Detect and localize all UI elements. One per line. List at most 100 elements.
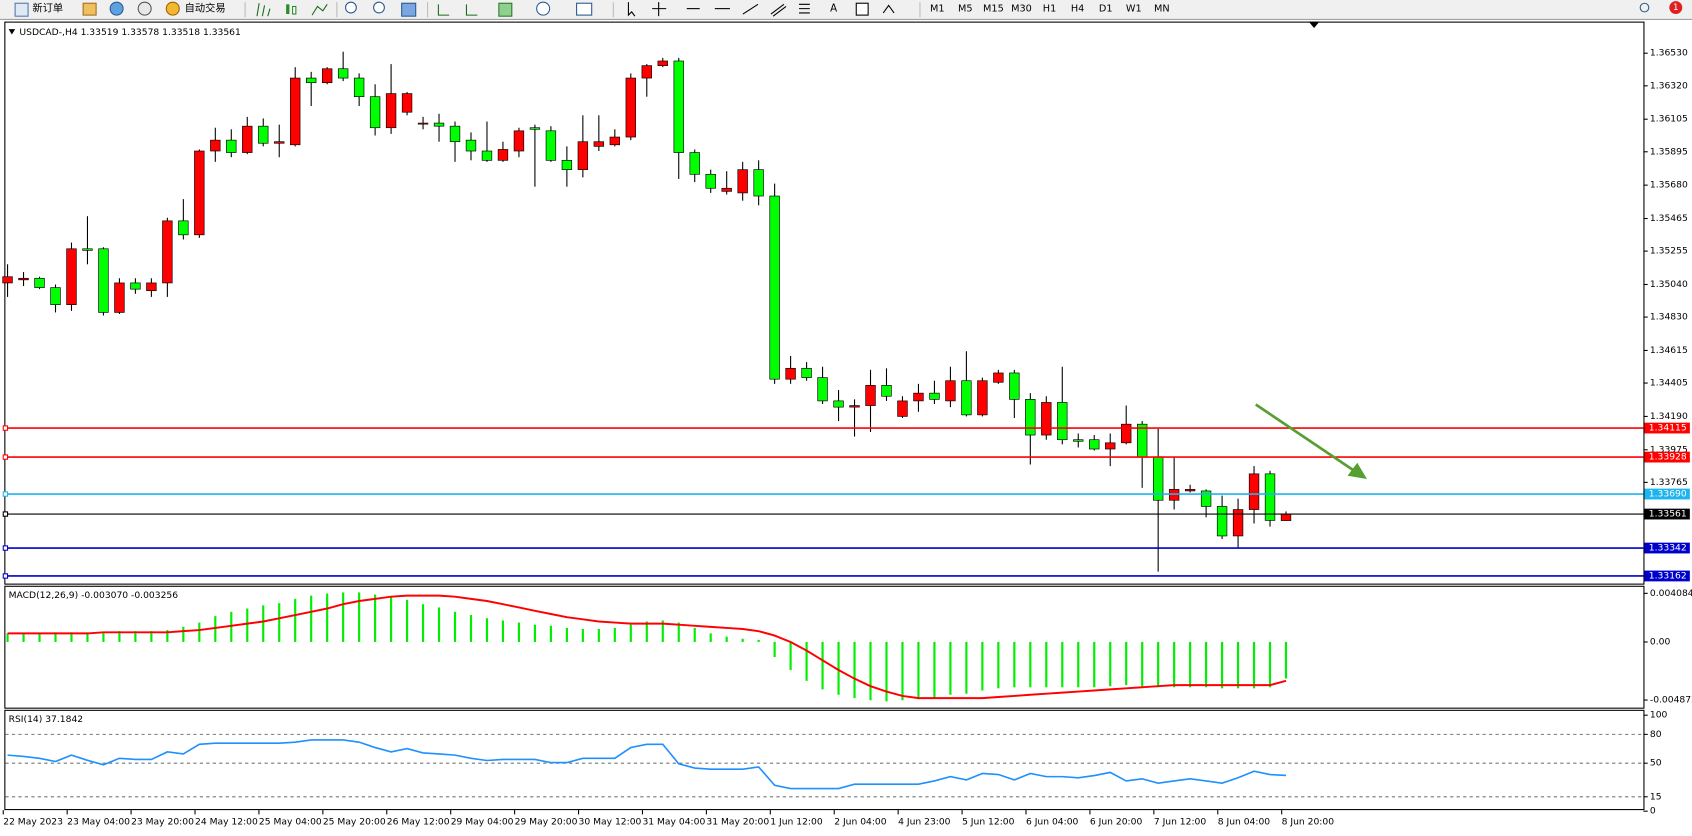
trendline-button[interactable] [742,3,759,15]
fibonacci-button[interactable] [799,3,810,14]
y-tick-label: 1.35040 [1650,279,1688,290]
timeframe-button[interactable]: M15 [983,4,1004,15]
candle-body [1264,473,1276,521]
candle-body [114,282,125,313]
histogram-bar [469,615,473,642]
timeframe-button[interactable]: H4 [1071,4,1084,15]
y-tick-label: -0.004872 [1650,695,1692,706]
histogram-bar [1013,641,1016,688]
x-tick-label: 29 May 20:00 [515,816,578,827]
new-order-button[interactable]: 新订单 [32,2,63,15]
zoom-out-button[interactable] [373,1,385,14]
candle-body [321,68,333,84]
label-button[interactable] [855,2,869,16]
candle-body [993,372,1004,383]
toolbar-icon[interactable] [82,2,97,16]
price-label-box [1644,542,1690,554]
toolbar-icon[interactable] [109,1,124,16]
y-tick-label: 80 [1650,729,1662,740]
timeframe-button[interactable]: M1 [930,4,945,15]
timeframe-button[interactable]: D1 [1099,4,1113,15]
histogram-bar [741,638,744,642]
candle-body [865,385,876,406]
y-tick-label: 1.34190 [1650,411,1688,422]
histogram-bar [885,641,888,702]
line-handle [2,454,9,460]
histogram-bar [533,624,536,642]
auto-trading-icon[interactable] [165,1,180,16]
new-order-icon[interactable] [14,2,29,17]
crosshair-button[interactable] [652,2,667,17]
tile-button[interactable] [401,2,417,17]
symbol-marker [8,29,16,35]
line-handle [2,491,9,497]
scroll-button[interactable] [437,4,450,16]
candle-body [657,60,668,66]
bar-chart-button[interactable] [256,3,271,17]
candle-body [66,248,77,305]
histogram-bar [677,622,680,642]
histogram-bar [6,633,9,642]
toolbar-icon[interactable] [137,1,152,16]
templates-button[interactable] [576,2,593,16]
y-tick-label: 1.33765 [1650,477,1688,488]
timeframe-button[interactable]: H1 [1043,4,1056,15]
histogram-bar [821,641,824,690]
notification-badge[interactable] [1669,1,1683,15]
candle-body [417,122,429,125]
histogram-bar [1029,641,1032,688]
histogram-bar [773,641,776,658]
candle-body [625,77,636,138]
auto-trading-button[interactable]: 自动交易 [185,2,226,15]
indicators-button[interactable] [498,2,513,17]
price-label: 1.33342 [1649,543,1687,554]
periods-button[interactable] [536,1,551,16]
candle-button[interactable] [292,5,297,15]
y-tick-label: 1.36320 [1650,80,1688,91]
arrows-button[interactable] [882,4,895,14]
timeframe-button[interactable]: W1 [1126,4,1142,15]
zoom-in-button[interactable] [344,1,357,14]
candle-body [1057,402,1068,441]
histogram-bar [485,618,489,642]
pane-title: RSI(14) 37.1842 [9,714,83,725]
candle-body [561,159,573,170]
histogram-bar [949,641,952,695]
candle-body [769,195,780,380]
cursor-button[interactable] [627,2,636,17]
timeframe-button[interactable]: M30 [1011,4,1032,15]
candle-body [1009,372,1020,400]
x-tick-label: 5 Jun 12:00 [962,816,1015,827]
search-button[interactable] [1639,2,1650,13]
histogram-bar [1109,641,1112,687]
histogram-bar [981,641,984,691]
channel-button[interactable] [770,3,787,17]
candle-body [130,282,141,290]
y-tick-label: 1.33975 [1650,444,1688,455]
x-tick-label: 8 Jun 04:00 [1218,816,1271,827]
histogram-bar [310,595,313,642]
candle-body [178,220,189,236]
candle-body [737,169,748,194]
histogram-bar [1189,641,1192,688]
timeframe-button[interactable]: M5 [958,4,973,15]
candle-body [306,77,317,84]
candle-body [913,392,924,402]
candle-body [609,136,621,146]
x-tick-label: 29 May 04:00 [451,816,514,827]
price-label: 1.33561 [1649,509,1687,520]
histogram-bar [294,598,297,642]
candle-button[interactable] [286,4,290,15]
x-tick-label: 22 May 2023 [3,816,63,827]
text-tool-button[interactable]: A [830,3,837,15]
line-chart-button[interactable] [311,4,328,16]
candle-body [929,392,940,400]
x-tick-label: 2 Jun 04:00 [834,816,887,827]
price-label-box [1644,488,1690,500]
histogram-bar [453,611,457,642]
candle-body [481,150,493,161]
shift-button[interactable] [465,4,478,16]
trend-arrow [1255,403,1356,473]
timeframe-button[interactable]: MN [1154,4,1170,15]
